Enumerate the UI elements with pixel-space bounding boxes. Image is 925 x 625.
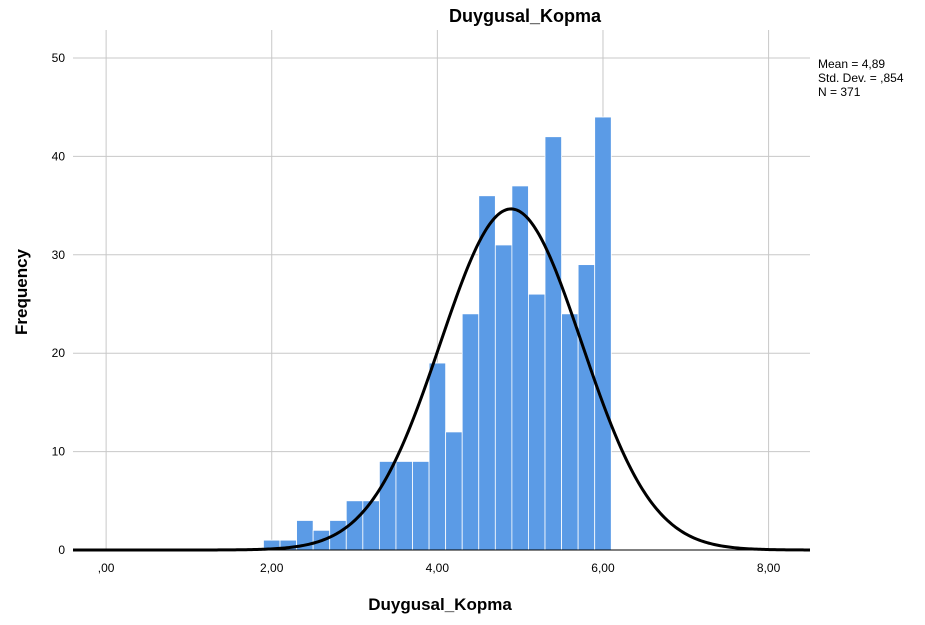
histogram-bar xyxy=(428,362,447,551)
histogram-bar xyxy=(561,313,579,551)
histogram-bar xyxy=(494,244,513,551)
histogram-bar xyxy=(445,431,463,551)
histogram-bars xyxy=(263,116,612,551)
x-tick-labels: ,00 2,00 4,00 6,00 8,00 xyxy=(98,561,781,575)
histogram-bar xyxy=(478,195,496,551)
histogram-bar xyxy=(528,293,546,551)
y-tick-labels: 0 10 20 30 40 50 xyxy=(52,51,66,557)
histogram-bar xyxy=(412,461,430,551)
statistics-legend: Mean = 4,89 Std. Dev. = ,854 N = 371 xyxy=(818,57,904,99)
histogram-bar xyxy=(395,461,413,551)
y-tick-label: 10 xyxy=(52,445,66,459)
histogram-bar xyxy=(544,136,562,551)
histogram-bar xyxy=(511,185,529,551)
histogram-bar xyxy=(461,313,480,551)
y-tick-label: 50 xyxy=(52,51,66,65)
y-tick-label: 30 xyxy=(52,248,66,262)
x-tick-label: 8,00 xyxy=(757,561,781,575)
y-tick-label: 0 xyxy=(58,543,65,557)
y-axis-label: Frequency xyxy=(12,248,31,335)
stat-n: N = 371 xyxy=(818,85,861,99)
stat-mean: Mean = 4,89 xyxy=(818,57,885,71)
x-tick-label: 2,00 xyxy=(260,561,284,575)
x-axis-label: Duygusal_Kopma xyxy=(368,595,512,614)
histogram-bar xyxy=(577,264,596,551)
x-tick-label: 4,00 xyxy=(426,561,450,575)
x-tick-label: 6,00 xyxy=(591,561,615,575)
x-tick-label: ,00 xyxy=(98,561,115,575)
stat-std-dev: Std. Dev. = ,854 xyxy=(818,71,904,85)
y-tick-label: 20 xyxy=(52,346,66,360)
histogram-bar xyxy=(594,116,612,551)
y-tick-label: 40 xyxy=(52,149,66,163)
chart-title: Duygusal_Kopma xyxy=(449,6,602,26)
